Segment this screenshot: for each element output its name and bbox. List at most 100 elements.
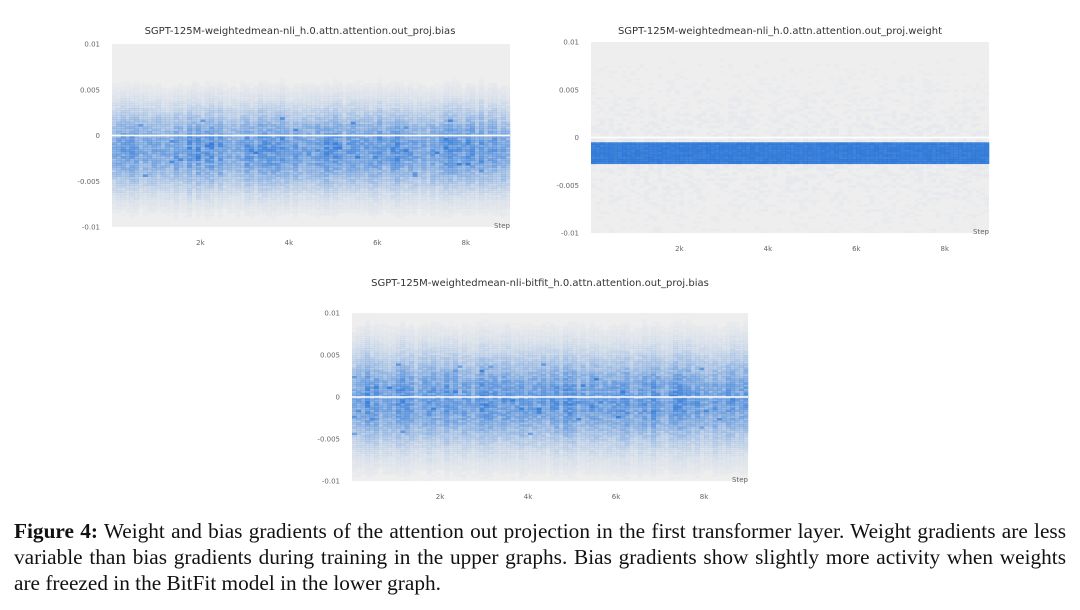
heatmap-cell: [487, 194, 493, 198]
heatmap-cell: [306, 144, 312, 148]
heatmap-cell: [443, 110, 449, 113]
heatmap-cell: [147, 201, 153, 205]
heatmap-cell: [253, 185, 259, 189]
heatmap-cell: [288, 103, 294, 107]
heatmap-cell: [461, 124, 467, 127]
heatmap-cell: [399, 144, 405, 148]
heatmap-cell: [178, 124, 184, 127]
heatmap-cell: [275, 149, 281, 152]
heatmap-cell: [377, 87, 383, 91]
heatmap-cell: [328, 178, 334, 182]
heatmap-cell: [182, 151, 188, 155]
heatmap-cell: [324, 160, 329, 164]
heatmap-cell: [470, 199, 475, 203]
heatmap-cell: [444, 83, 449, 86]
heatmap-cell: [359, 126, 365, 129]
heatmap-cell: [373, 213, 378, 216]
heatmap-cell: [226, 92, 232, 95]
heatmap-cell: [213, 146, 219, 150]
heatmap-cell: [346, 119, 352, 123]
heatmap-cell: [204, 185, 210, 189]
heatmap-cell: [381, 201, 387, 205]
heatmap-cell: [182, 190, 188, 193]
heatmap-cell: [381, 124, 387, 127]
heatmap-cell: [262, 151, 268, 155]
heatmap-cell: [138, 121, 144, 125]
heatmap-cell: [377, 83, 382, 86]
heatmap-cell: [200, 112, 206, 116]
heatmap-cell: [417, 101, 422, 104]
heatmap-cell: [147, 112, 153, 116]
heatmap-cell: [346, 194, 352, 198]
heatmap-cell: [430, 108, 436, 111]
heatmap-cell: [231, 188, 237, 191]
heatmap-cell: [169, 128, 175, 132]
heatmap-cell: [403, 194, 409, 198]
heatmap-cell: [395, 201, 400, 205]
heatmap-cell: [173, 124, 179, 127]
heatmap-cell: [218, 153, 223, 157]
heatmap-cell: [284, 112, 290, 116]
heatmap-cell: [319, 181, 325, 184]
heatmap-cell: [488, 211, 493, 214]
heatmap-cell: [421, 94, 427, 97]
heatmap-cell: [257, 167, 263, 171]
heatmap-cell: [470, 96, 475, 100]
heatmap-cell: [227, 209, 232, 212]
heatmap-cell: [209, 199, 215, 203]
heatmap-cell: [151, 162, 157, 166]
heatmap-cell: [160, 153, 166, 157]
heatmap-cell: [368, 201, 374, 205]
heatmap-cell: [165, 194, 170, 198]
heatmap-cell: [320, 213, 325, 216]
heatmap-cell: [191, 108, 197, 111]
heatmap-cell: [112, 117, 117, 120]
heatmap-cell: [470, 158, 475, 161]
heatmap-cell: [315, 201, 321, 205]
heatmap-cell: [386, 185, 391, 189]
heatmap-cell: [487, 103, 493, 107]
heatmap-cell: [359, 167, 365, 171]
heatmap-cell: [187, 108, 192, 111]
heatmap-cell: [391, 87, 396, 90]
heatmap-cell: [280, 124, 285, 127]
heatmap-cell: [187, 156, 192, 159]
heatmap-cell: [315, 208, 321, 212]
heatmap-cell: [333, 87, 338, 90]
heatmap-cell: [276, 90, 281, 93]
heatmap-cell: [134, 185, 139, 189]
heatmap-cell: [182, 153, 188, 157]
heatmap-cell: [151, 197, 157, 200]
heatmap-cell: [470, 169, 475, 173]
heatmap-cell: [249, 169, 254, 173]
heatmap-cell: [222, 126, 228, 129]
heatmap-cell: [412, 149, 418, 152]
heatmap-cell: [302, 192, 307, 196]
heatmap-cell: [276, 85, 281, 88]
heatmap-cell: [244, 183, 250, 187]
heatmap-cell: [302, 98, 307, 102]
heatmap-cell: [404, 213, 409, 216]
heatmap-cell: [475, 90, 480, 93]
heatmap-cell: [408, 158, 414, 161]
heatmap-cell: [240, 199, 245, 203]
heatmap-cell: [209, 146, 215, 150]
heatmap-cell: [196, 181, 201, 184]
heatmap-cell: [297, 92, 303, 95]
heatmap-cell: [297, 199, 303, 203]
heatmap-cell: [129, 188, 135, 191]
heatmap-cell: [448, 199, 453, 203]
heatmap-cell: [311, 101, 316, 104]
heatmap-cell: [373, 83, 378, 86]
heatmap-cell: [169, 194, 175, 198]
heatmap-cell: [395, 85, 400, 88]
heatmap-cell: [337, 105, 343, 109]
heatmap-cell: [470, 137, 475, 141]
heatmap-cell: [364, 142, 369, 145]
heatmap-cell: [266, 169, 272, 173]
heatmap-cell: [306, 117, 312, 120]
heatmap-cell: [142, 192, 148, 196]
heatmap-cell: [372, 167, 378, 171]
heatmap-cell: [182, 174, 188, 177]
heatmap-cell: [470, 128, 475, 132]
